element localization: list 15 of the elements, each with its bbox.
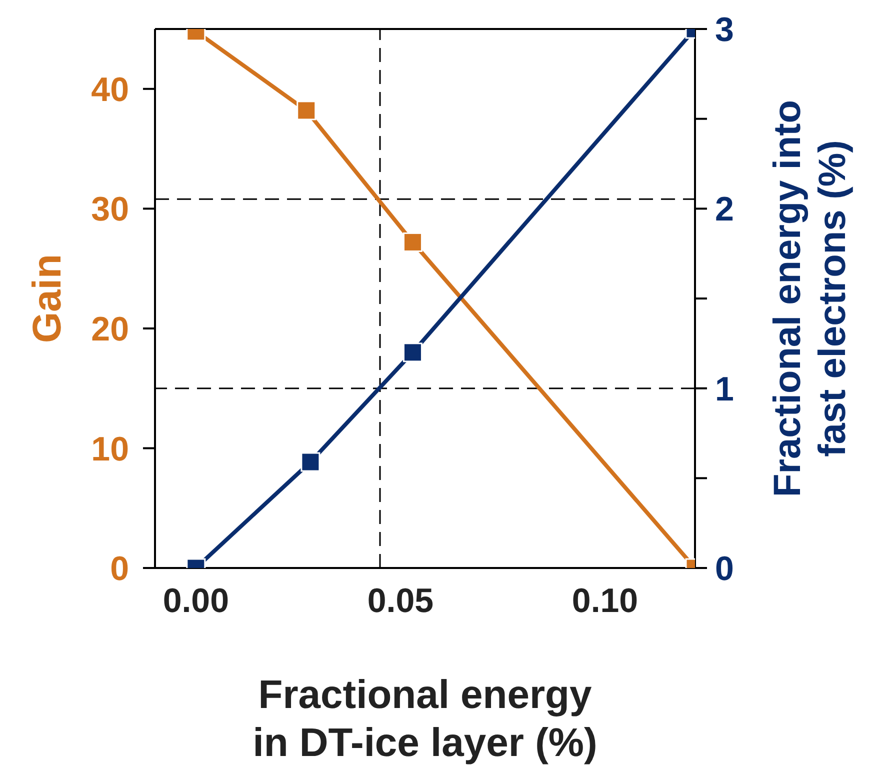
y2-axis-title: Fractional energy into fast electrons (%) bbox=[767, 100, 854, 497]
y-tick-label: 10 bbox=[91, 430, 129, 468]
x-tick-label: 0.05 bbox=[367, 582, 434, 620]
y-tick-label: 0 bbox=[110, 550, 129, 588]
y2-tick-label: 1 bbox=[715, 370, 734, 408]
y-tick-label: 20 bbox=[91, 310, 129, 349]
x-tick-label: 0.00 bbox=[162, 582, 230, 620]
x-tick-label: 0.10 bbox=[572, 582, 638, 620]
y2-tick-label: 2 bbox=[715, 190, 734, 229]
y-tick-label: 40 bbox=[91, 70, 129, 109]
y2-tick-label: 3 bbox=[715, 11, 734, 50]
y2-tick-label: 0 bbox=[715, 550, 734, 588]
x-axis-title: Fractional energy in DT-ice layer (%) bbox=[252, 673, 598, 765]
y-axis-title: Gain bbox=[26, 254, 70, 343]
y-tick-label: 30 bbox=[91, 190, 129, 229]
